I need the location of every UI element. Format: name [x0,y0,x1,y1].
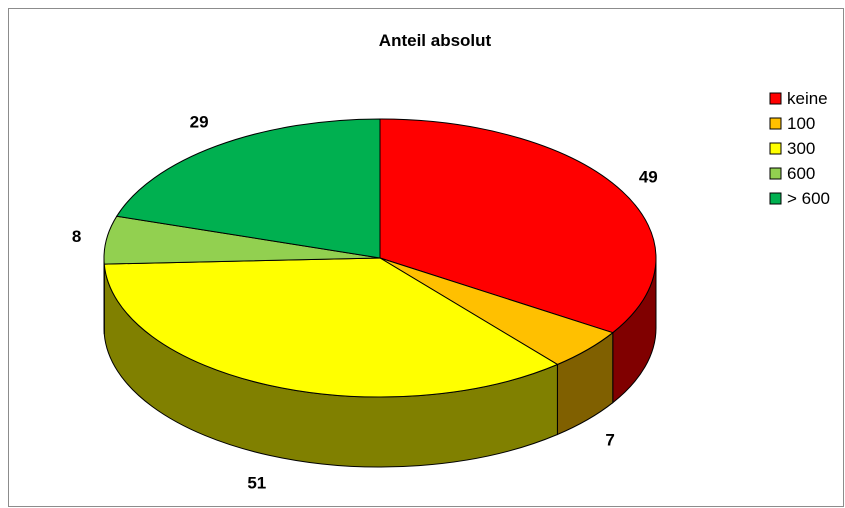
data-label-keine: 49 [639,168,658,187]
legend-swatch-600 [769,192,782,205]
legend-label-300: 300 [787,139,815,158]
legend: keine 100 300 600 > 600 [769,89,830,208]
pie-slices [103,118,657,398]
slice-300 [103,257,559,398]
data-labels: 49 7 51 8 29 [72,113,658,493]
chart-title: Anteil absolut [379,31,492,50]
pie-depth-sides [103,257,657,468]
legend-swatch-keine [769,92,782,105]
data-label-600: 29 [190,113,209,132]
legend-label-100: 100 [787,114,815,133]
legend-label-600: 600 [787,164,815,183]
legend-swatch-100 [769,117,782,130]
legend-swatch-300 [769,142,782,155]
slice-600 [115,118,381,259]
slice-keine [379,118,657,334]
data-label-600: 8 [72,227,81,246]
legend-swatch-600 [769,167,782,180]
data-label-100: 7 [605,430,614,449]
data-label-300: 51 [247,474,266,493]
legend-label-keine: keine [787,89,828,108]
legend-label-600: > 600 [787,189,830,208]
